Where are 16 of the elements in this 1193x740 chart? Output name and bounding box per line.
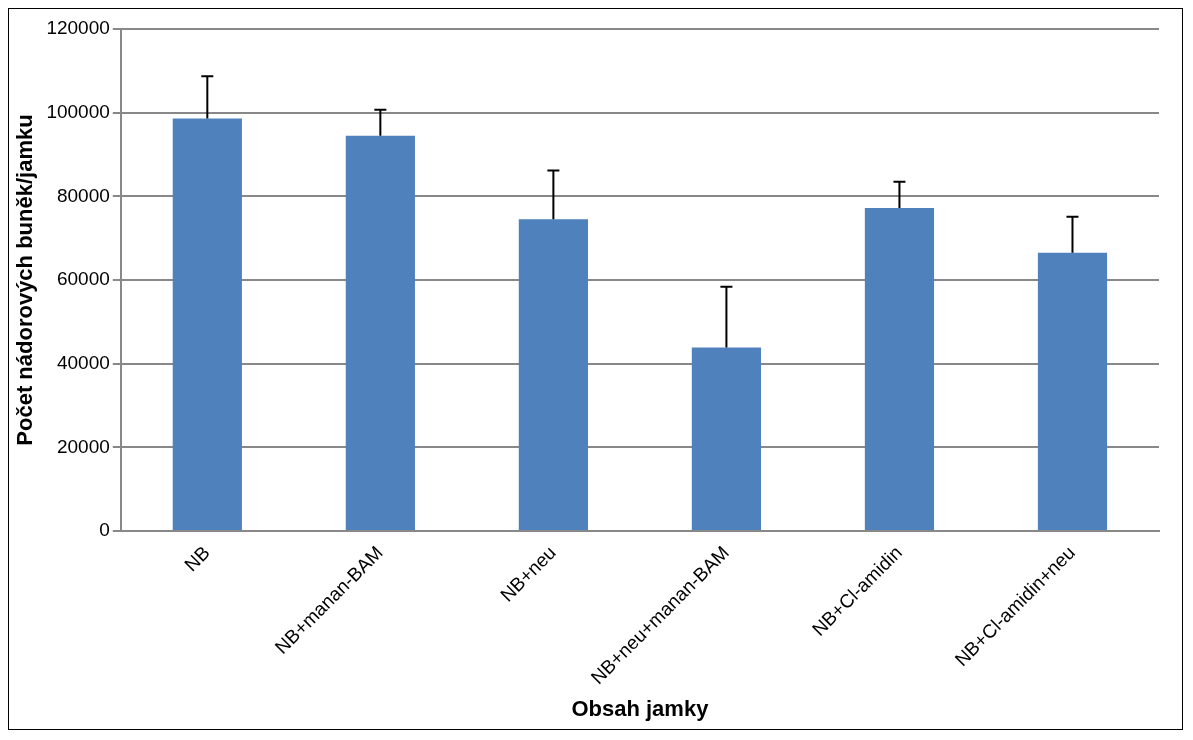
bar [518, 219, 588, 531]
bar [1037, 252, 1108, 531]
y-tick-label: 120000 [46, 17, 110, 39]
bar [172, 118, 242, 531]
y-tick-label: 0 [99, 519, 110, 541]
y-tick-label: 100000 [46, 100, 110, 122]
x-axis-title: Obsah jamky [571, 695, 710, 721]
x-tick-label: NB [180, 541, 214, 576]
y-tick-label: 40000 [56, 351, 110, 373]
bar [864, 208, 935, 531]
bar [345, 135, 415, 531]
y-tick-label: 80000 [56, 184, 110, 206]
bar [691, 347, 762, 531]
y-axis-title: Počet nádorových buněk/jamku [12, 114, 38, 446]
y-tick-label: 60000 [56, 268, 110, 290]
y-tick-label: 20000 [56, 435, 110, 457]
